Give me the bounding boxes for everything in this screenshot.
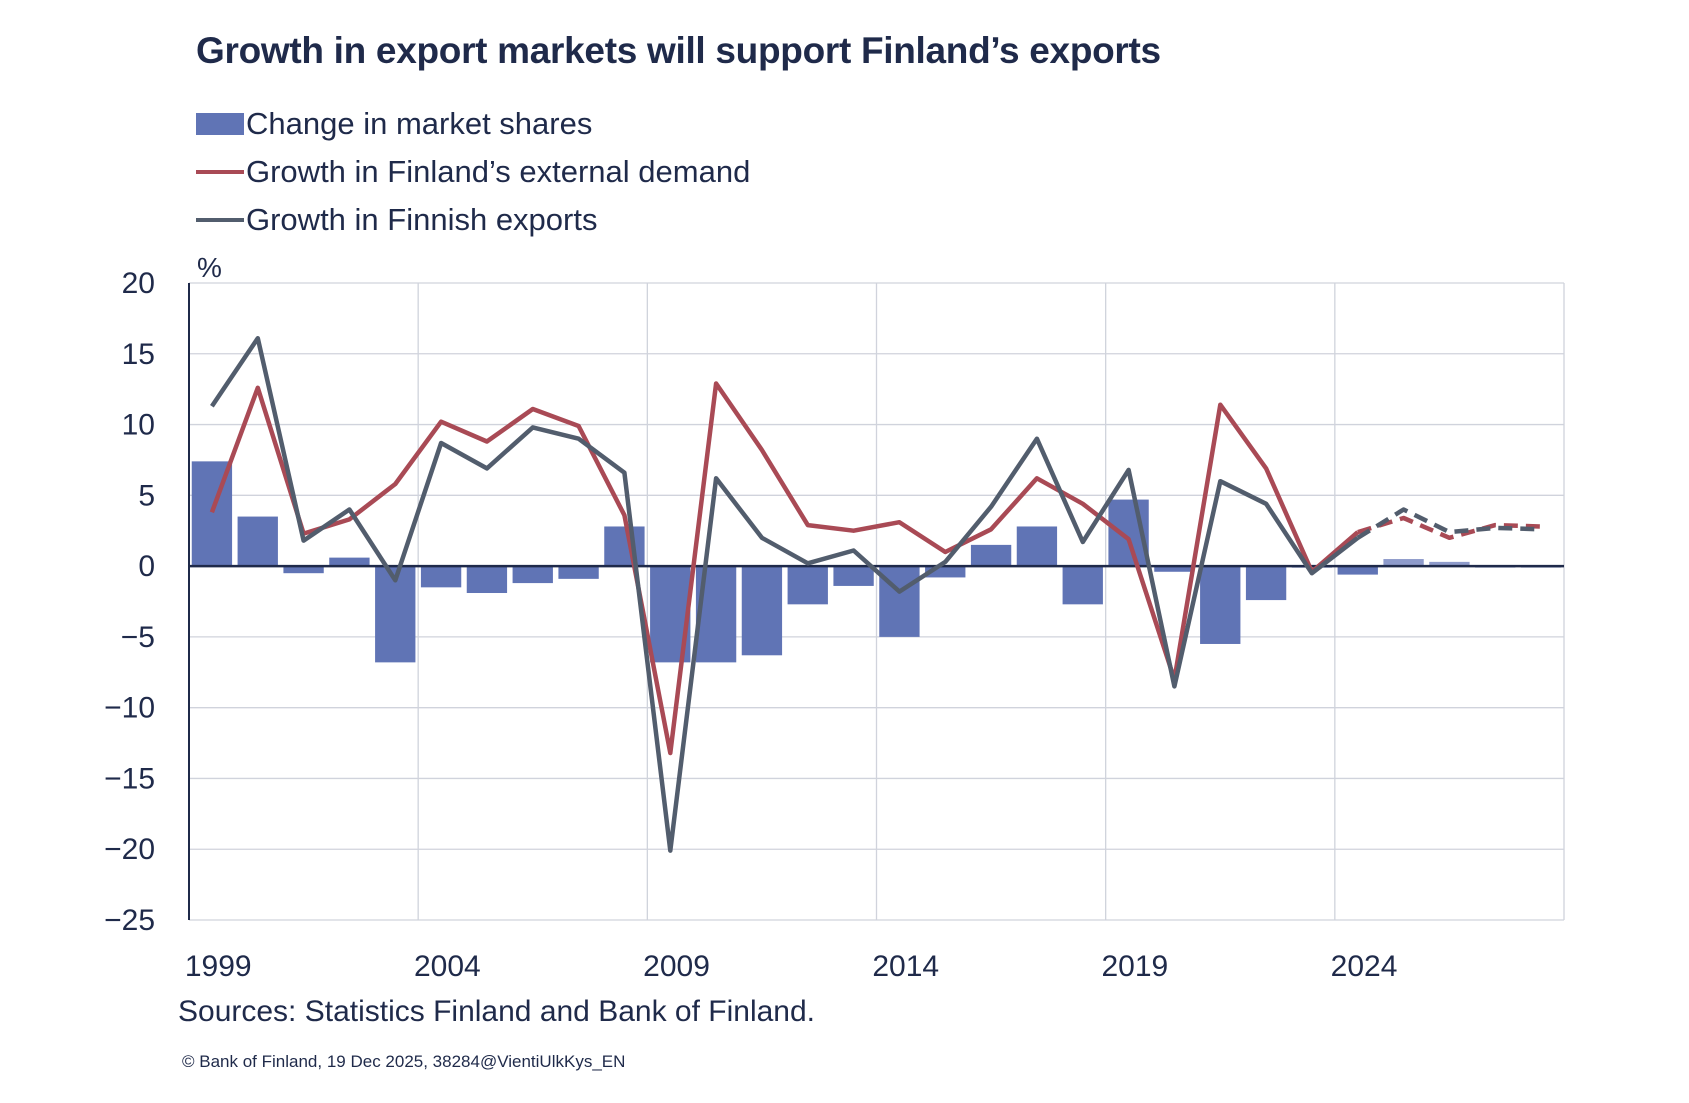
bar-market-share-2008 — [604, 526, 645, 567]
bar-market-share-2000 — [237, 516, 278, 567]
legend-label: Growth in Finnish exports — [246, 202, 598, 237]
x-tick-label: 2024 — [1331, 950, 1398, 983]
bar-market-share-2005 — [466, 566, 508, 594]
y-tick-label: 10 — [122, 409, 155, 442]
legend-swatch-line — [196, 170, 244, 174]
legend-label: Growth in Finland’s external demand — [246, 154, 751, 189]
bar-market-share-2025 — [1383, 559, 1424, 567]
y-axis-unit: % — [197, 252, 222, 283]
bar-market-share-2001 — [283, 566, 324, 574]
x-tick-label: 2014 — [872, 950, 939, 983]
bar-market-share-2007 — [558, 566, 599, 579]
bar-market-share-2012 — [787, 566, 828, 605]
line-exports-actual — [210, 335, 1360, 853]
bar-market-share-2021 — [1200, 566, 1241, 644]
legend-label: Change in market shares — [246, 106, 593, 141]
bar-market-share-2011 — [741, 566, 783, 656]
bar-market-share-2026 — [1429, 561, 1470, 567]
bar-market-share-2002 — [329, 557, 370, 567]
y-tick-label: 20 — [122, 267, 155, 300]
legend: Change in market shares Growth in Finlan… — [196, 100, 750, 244]
bar-market-share-2020 — [1154, 566, 1195, 572]
line-external-demand-forecast — [1357, 515, 1542, 541]
bar-market-share-2004 — [420, 566, 462, 588]
bar-market-share-2016 — [970, 544, 1012, 567]
x-tick-label: 2009 — [643, 950, 710, 983]
y-tick-label: −15 — [104, 762, 155, 795]
legend-swatch-line — [196, 218, 244, 222]
line-exports-forecast — [1356, 507, 1542, 540]
legend-item-external-demand: Growth in Finland’s external demand — [196, 148, 750, 196]
y-tick-label: 0 — [138, 550, 155, 583]
bar-market-share-2013 — [833, 566, 874, 586]
y-tick-label: 15 — [122, 338, 155, 371]
legend-item-exports: Growth in Finnish exports — [196, 196, 750, 244]
chart-title: Growth in export markets will support Fi… — [196, 30, 1161, 71]
legend-item-market-shares: Change in market shares — [196, 100, 750, 148]
copyright-note: © Bank of Finland, 19 Dec 2025, 38284@Vi… — [182, 1052, 626, 1071]
bar-market-share-2015 — [925, 566, 966, 578]
legend-swatch-bar — [196, 113, 244, 135]
y-tick-label: −20 — [104, 833, 155, 866]
y-tick-label: −5 — [121, 621, 155, 654]
y-tick-label: −10 — [104, 692, 155, 725]
sources-note: Sources: Statistics Finland and Bank of … — [178, 995, 816, 1028]
x-tick-label: 1999 — [185, 950, 252, 983]
bar-market-share-2017 — [1016, 526, 1058, 567]
x-tick-label: 2019 — [1102, 950, 1169, 983]
x-tick-label: 2004 — [414, 950, 481, 983]
bar-market-share-2018 — [1062, 566, 1103, 605]
y-tick-label: −25 — [104, 904, 155, 937]
bar-market-share-2022 — [1245, 566, 1287, 601]
y-tick-label: 5 — [138, 479, 155, 512]
bar-market-share-2024 — [1337, 566, 1378, 575]
bar-market-share-2006 — [512, 566, 553, 584]
